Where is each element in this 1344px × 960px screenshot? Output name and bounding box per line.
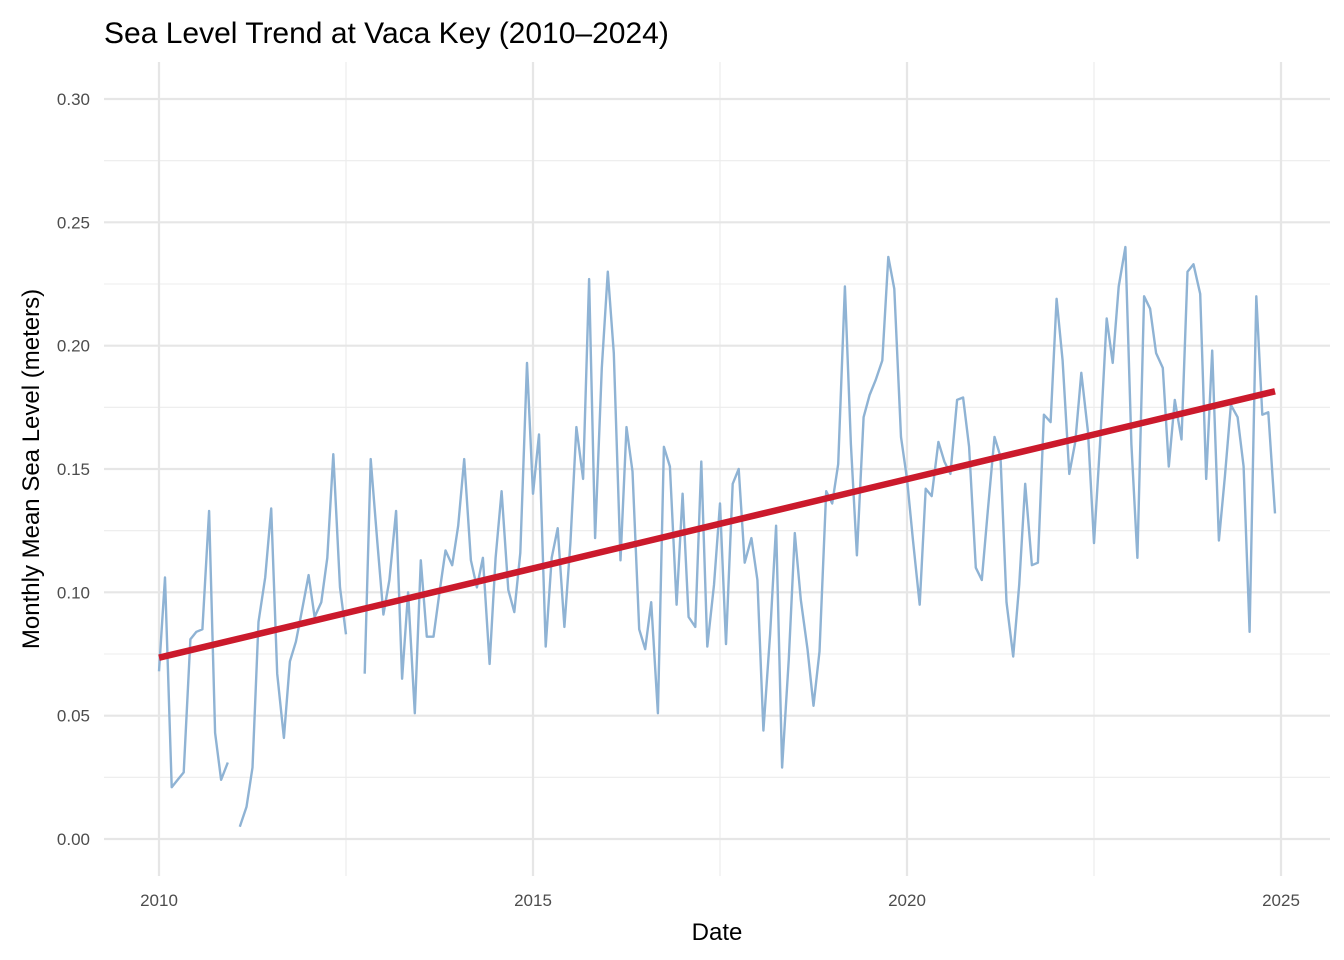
y-axis-title: Monthly Mean Sea Level (meters)	[18, 289, 45, 649]
y-tick-label: 0.20	[57, 337, 90, 356]
y-tick-label: 0.25	[57, 213, 90, 232]
x-tick-label: 2020	[888, 891, 926, 910]
x-tick-label: 2025	[1262, 891, 1300, 910]
y-tick-label: 0.10	[57, 583, 90, 602]
x-axis-title: Date	[692, 919, 743, 946]
y-tick-label: 0.05	[57, 707, 90, 726]
x-tick-label: 2010	[140, 891, 178, 910]
tick-labels: 2010 2015 2020 2025 0.00 0.05 0.10 0.15 0.20 0.25…	[57, 90, 1300, 910]
y-tick-label: 0.00	[57, 830, 90, 849]
x-tick-label: 2015	[514, 891, 552, 910]
monthly-sea-level-line	[157, 245, 1277, 828]
chart-title: Sea Level Trend at Vaca Key (2010–2024)	[104, 17, 669, 50]
grid	[104, 62, 1330, 876]
y-tick-label: 0.15	[57, 460, 90, 479]
trend-line	[158, 388, 1276, 661]
y-tick-label: 0.30	[57, 90, 90, 109]
series-layer	[157, 245, 1277, 828]
